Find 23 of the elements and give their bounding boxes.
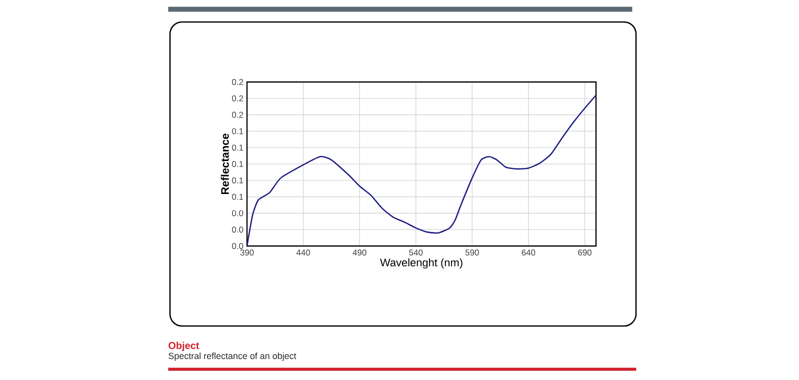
y-tick-label: 0.2 bbox=[232, 79, 244, 85]
line-series bbox=[247, 94, 596, 246]
y-tick-label: 0.1 bbox=[232, 144, 244, 151]
y-tick-label: 0.1 bbox=[232, 194, 244, 200]
y-tick-label: 0.0 bbox=[232, 243, 244, 249]
x-tick-label: 690 bbox=[578, 250, 592, 256]
x-tick-label: 440 bbox=[296, 250, 310, 256]
text: Spectral reflectance of an object bbox=[168, 352, 296, 361]
x-tick-label: 590 bbox=[465, 250, 479, 256]
x-tick-label: 640 bbox=[522, 250, 536, 256]
y-tick-label: 0.2 bbox=[232, 112, 244, 118]
x-tick-label: 390 bbox=[240, 250, 254, 256]
y-tick-label: 0.2 bbox=[232, 95, 244, 102]
y-tick-label: 0.0 bbox=[232, 210, 244, 216]
x-axis-title: Wavelenght (nm) bbox=[380, 258, 462, 269]
y-tick-label: 0.1 bbox=[232, 177, 244, 184]
y-tick-label: 0.1 bbox=[232, 128, 244, 134]
text: Object bbox=[168, 342, 200, 352]
x-tick-label: 490 bbox=[352, 250, 366, 256]
y-tick-label: 0.0 bbox=[232, 226, 244, 233]
y-tick-label: 0.1 bbox=[232, 161, 244, 167]
y-axis-title: Reflectance bbox=[220, 134, 229, 194]
x-tick-label: 540 bbox=[409, 250, 423, 256]
